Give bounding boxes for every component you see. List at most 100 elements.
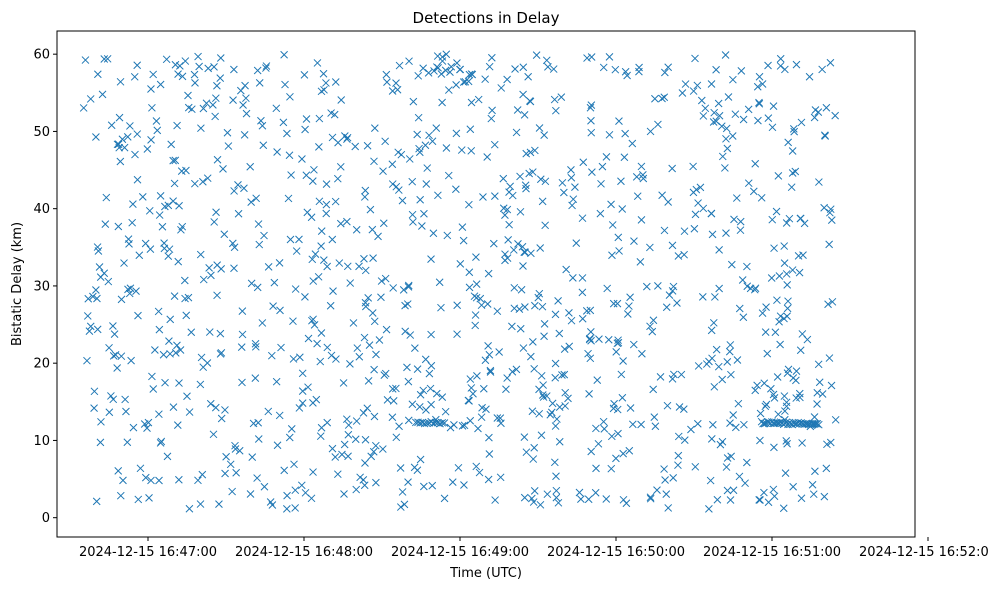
data-point <box>820 131 829 140</box>
data-point <box>649 316 658 325</box>
data-point <box>231 441 239 450</box>
data-point <box>90 387 99 396</box>
data-point <box>485 433 493 442</box>
data-point <box>521 303 529 311</box>
data-point <box>665 291 674 300</box>
data-point <box>416 390 425 399</box>
data-point <box>178 222 187 231</box>
data-point <box>209 430 218 439</box>
data-point <box>717 122 726 131</box>
data-point <box>560 345 569 353</box>
data-point <box>722 124 731 133</box>
data-point <box>422 419 431 428</box>
data-point <box>434 191 442 200</box>
data-point <box>617 177 625 186</box>
data-point <box>827 381 836 390</box>
data-point <box>477 413 486 422</box>
data-point <box>591 488 600 497</box>
data-point <box>392 384 400 393</box>
data-point <box>242 109 251 118</box>
data-point <box>585 334 594 343</box>
data-point <box>438 418 447 427</box>
data-point <box>539 393 548 401</box>
data-point <box>479 384 488 393</box>
data-point <box>551 106 560 115</box>
data-point <box>486 366 495 375</box>
data-point <box>474 95 483 104</box>
data-point <box>535 124 544 132</box>
data-point <box>155 325 164 334</box>
data-point <box>165 337 173 346</box>
data-point <box>93 325 102 334</box>
data-point <box>517 285 526 294</box>
data-point <box>586 103 595 112</box>
data-point <box>674 461 682 470</box>
data-point <box>490 192 499 201</box>
data-point <box>329 287 337 295</box>
data-point <box>620 153 629 162</box>
data-point <box>134 311 142 320</box>
data-point <box>537 371 546 380</box>
data-point <box>298 399 307 407</box>
data-point <box>483 300 492 308</box>
data-point <box>452 185 460 194</box>
data-point <box>450 421 458 429</box>
data-point <box>458 223 467 232</box>
data-point <box>826 58 835 67</box>
data-point <box>212 208 220 217</box>
data-point <box>404 416 413 425</box>
data-point <box>238 330 247 339</box>
data-point <box>811 467 819 476</box>
data-point <box>210 63 218 71</box>
data-point <box>377 277 386 285</box>
data-point <box>255 79 264 87</box>
data-point <box>614 233 623 242</box>
data-point <box>694 199 702 207</box>
data-point <box>625 446 634 455</box>
data-point <box>761 328 770 336</box>
data-point <box>635 67 643 76</box>
data-point <box>658 191 666 200</box>
data-point <box>361 459 369 467</box>
data-point <box>728 132 737 140</box>
data-point <box>264 407 273 416</box>
data-point <box>734 399 743 408</box>
data-point <box>780 392 789 400</box>
data-point <box>481 75 490 84</box>
data-point <box>154 307 163 316</box>
data-point <box>587 447 596 456</box>
data-point <box>544 62 552 71</box>
data-point <box>230 187 238 195</box>
data-point <box>285 433 294 442</box>
data-point <box>619 357 627 365</box>
data-point <box>255 240 264 249</box>
data-point <box>723 486 732 495</box>
data-point <box>741 479 749 488</box>
data-point <box>111 351 120 359</box>
data-point <box>630 237 638 245</box>
data-point <box>680 227 689 236</box>
data-point <box>220 230 229 239</box>
data-point <box>794 252 803 260</box>
data-point <box>535 385 543 394</box>
data-point <box>815 378 824 387</box>
data-point <box>340 132 349 140</box>
data-point <box>398 196 407 205</box>
data-point <box>453 301 462 310</box>
data-point <box>495 348 504 356</box>
data-point <box>242 94 250 103</box>
data-point <box>687 425 695 434</box>
data-point <box>537 431 546 440</box>
data-point <box>528 168 537 176</box>
data-point <box>302 115 311 123</box>
data-point <box>825 240 834 249</box>
data-point <box>547 408 556 417</box>
data-point <box>626 293 634 302</box>
data-point <box>176 346 185 354</box>
data-point <box>273 148 281 156</box>
data-point <box>646 493 655 502</box>
data-point <box>770 492 779 501</box>
data-point <box>465 200 473 209</box>
data-point <box>607 432 616 441</box>
